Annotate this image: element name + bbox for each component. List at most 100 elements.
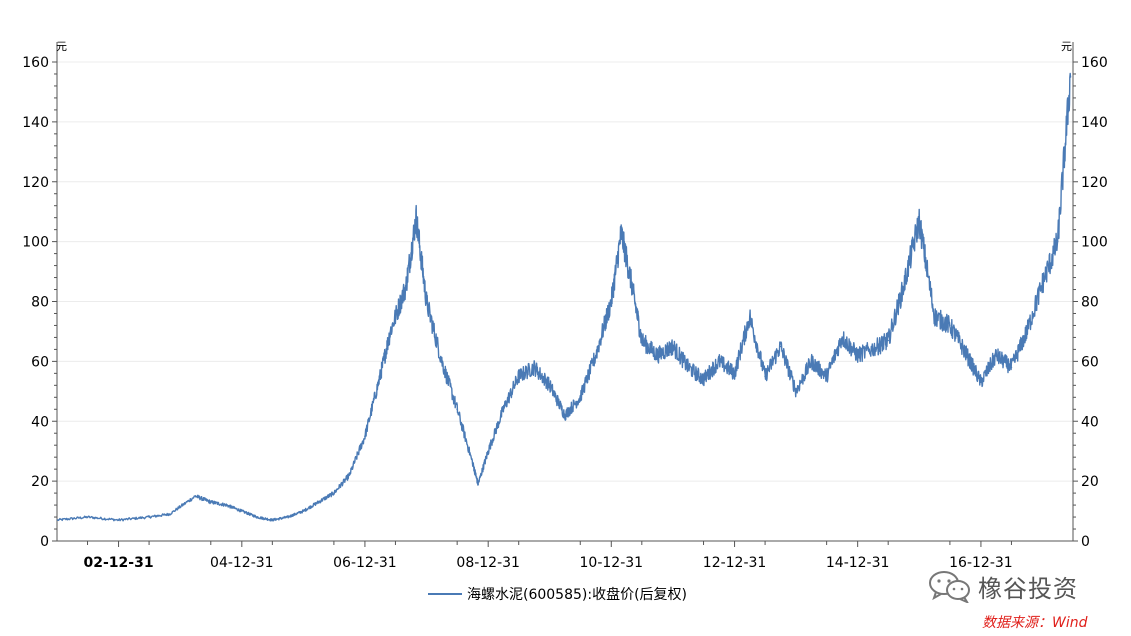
- data-point: [333, 492, 335, 494]
- data-point: [630, 282, 633, 285]
- data-point: [1056, 240, 1059, 243]
- y-tick-label-right: 80: [1081, 295, 1099, 311]
- data-point: [672, 345, 674, 348]
- data-point: [856, 354, 859, 357]
- x-tick-label: 12-12-31: [703, 555, 767, 571]
- data-point: [795, 390, 797, 393]
- y-tick-label-left: 60: [31, 354, 49, 370]
- x-tick-label: 08-12-31: [456, 555, 520, 571]
- data-point: [225, 504, 228, 506]
- data-point: [718, 360, 720, 363]
- y-tick-label-right: 120: [1081, 175, 1108, 191]
- y-tick-label-right: 100: [1081, 235, 1108, 251]
- data-point: [405, 285, 407, 288]
- y-tick-label-right: 0: [1081, 534, 1090, 550]
- data-point: [348, 474, 351, 476]
- data-point: [317, 501, 320, 503]
- data-point: [487, 450, 489, 452]
- plot-area: [56, 72, 1072, 522]
- data-point: [841, 336, 843, 339]
- x-tick-label: 04-12-31: [210, 555, 274, 571]
- data-point: [779, 345, 782, 348]
- data-point: [579, 396, 582, 399]
- y-tick-label-left: 140: [22, 115, 49, 131]
- data-point: [764, 375, 766, 378]
- data-point: [502, 408, 505, 411]
- data-point: [548, 384, 551, 387]
- data-point: [477, 483, 479, 485]
- watermark: 橡谷投资: [928, 566, 1078, 606]
- data-point: [964, 351, 967, 354]
- data-point: [117, 519, 120, 521]
- data-point: [456, 408, 458, 411]
- y-tick-label-right: 60: [1081, 354, 1099, 370]
- data-point: [389, 330, 392, 333]
- data-point: [1010, 366, 1013, 369]
- series-line: [57, 72, 1072, 522]
- data-point: [86, 516, 89, 518]
- y-axis-left-unit: 元: [56, 40, 67, 53]
- data-point: [1041, 282, 1044, 285]
- data-point: [1069, 76, 1072, 78]
- legend: 海螺水泥(600585):收盘价(后复权): [428, 586, 687, 603]
- wechat-icon: [929, 571, 970, 603]
- data-point: [877, 345, 879, 348]
- x-tick-label: 14-12-31: [826, 555, 890, 571]
- data-point: [517, 375, 520, 378]
- data-point: [415, 216, 417, 219]
- y-axis-left-ticks: 0 20 40 60 80 100 120 140 160: [22, 55, 57, 550]
- y-tick-label-left: 20: [31, 474, 49, 490]
- data-point: [471, 462, 474, 464]
- data-point: [1026, 330, 1028, 333]
- y-tick-label-left: 40: [31, 414, 49, 430]
- legend-entry: 海螺水泥(600585):收盘价(后复权): [467, 586, 687, 603]
- data-point: [902, 285, 905, 288]
- x-tick-label: 06-12-31: [333, 555, 397, 571]
- data-point: [271, 519, 274, 521]
- x-tick-label: 16-12-31: [949, 555, 1013, 571]
- data-point: [364, 435, 366, 438]
- data-point: [702, 378, 705, 381]
- data-point: [687, 366, 689, 369]
- data-point: [610, 300, 613, 303]
- data-point: [287, 516, 289, 518]
- y-tick-label-right: 160: [1081, 55, 1108, 71]
- data-point: [825, 375, 828, 378]
- data-point: [379, 375, 381, 378]
- gridlines: [57, 61, 1073, 482]
- y-tick-label-right: 40: [1081, 414, 1099, 430]
- data-point: [887, 339, 889, 342]
- data-point: [918, 219, 921, 222]
- y-axis-right-ticks: 0 20 40 60 80 100 120 140 160: [1073, 55, 1108, 550]
- data-point: [620, 231, 623, 234]
- data-point: [169, 513, 171, 515]
- data-point: [656, 354, 659, 357]
- data-point: [564, 414, 566, 417]
- data-point: [594, 354, 597, 357]
- y-axis-right-unit: 元: [1061, 40, 1072, 53]
- data-point: [810, 360, 813, 363]
- data-point: [980, 381, 982, 384]
- x-axis-ticks: 02-12-31 04-12-31 06-12-31 08-12-31 10-12-31…: [84, 541, 1013, 571]
- axes: [56, 42, 1074, 542]
- y-tick-label-left: 0: [40, 534, 49, 550]
- watermark-text: 橡谷投资: [978, 574, 1078, 603]
- data-point: [441, 360, 443, 363]
- y-tick-label-right: 20: [1081, 474, 1099, 490]
- data-point: [194, 495, 197, 497]
- data-point: [56, 519, 59, 521]
- data-point: [148, 516, 150, 518]
- y-tick-label-left: 120: [22, 175, 49, 191]
- y-tick-label-right: 140: [1081, 115, 1108, 131]
- data-point: [425, 300, 428, 303]
- data-point: [241, 510, 243, 512]
- data-point: [641, 339, 643, 342]
- y-tick-label-left: 160: [22, 55, 49, 71]
- x-tick-label: 10-12-31: [580, 555, 644, 571]
- y-tick-label-left: 100: [22, 235, 49, 251]
- data-point: [533, 366, 536, 369]
- data-point: [256, 516, 258, 518]
- data-point: [933, 315, 936, 318]
- data-point: [302, 510, 305, 512]
